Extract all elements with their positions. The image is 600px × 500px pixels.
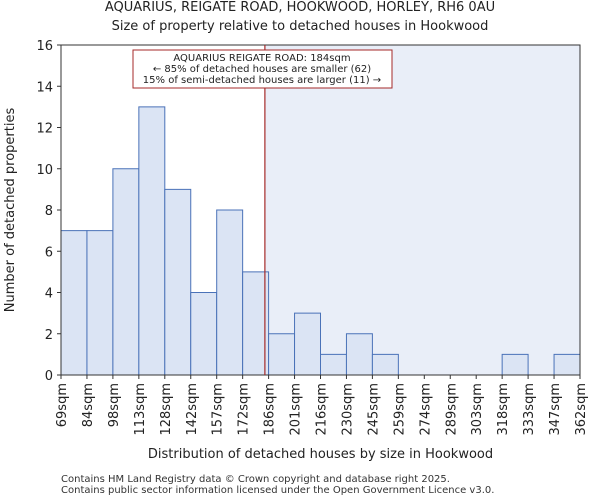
- bar-216sqm: [320, 353, 347, 376]
- x-ticks-group: 69sqm 84sqm 98sqm 113sqm 128sqm 142sqm 157sqm 1…: [55, 375, 589, 436]
- x-tick-label: 333sqm: [522, 383, 537, 436]
- chart-title: AQUARIUS, REIGATE ROAD, HOOKWOOD, HORLEY…: [104, 0, 496, 15]
- y-axis-label: Number of detached properties: [3, 108, 18, 313]
- footer-line-1: Contains HM Land Registry data © Crown c…: [61, 474, 450, 485]
- bar-201sqm: [294, 312, 321, 376]
- bar-128sqm: [164, 188, 192, 376]
- y-tick-label: 12: [36, 122, 53, 137]
- y-tick-label: 4: [45, 287, 53, 302]
- x-axis-label: Distribution of detached houses by size …: [148, 447, 493, 462]
- x-tick-label: 289sqm: [444, 383, 459, 436]
- bar-230sqm: [345, 333, 373, 376]
- x-tick-label: 128sqm: [159, 383, 174, 436]
- x-tick-label: 98sqm: [107, 383, 122, 427]
- bar-157sqm: [216, 209, 244, 376]
- y-ticks-group: 0 2 4 6 8 10 12 14 16: [36, 39, 61, 384]
- y-tick-label: 16: [36, 39, 53, 54]
- x-tick-label: 216sqm: [315, 383, 330, 436]
- x-tick-label: 157sqm: [211, 383, 226, 436]
- x-tick-label: 113sqm: [133, 383, 148, 436]
- chart-subtitle: Size of property relative to detached ho…: [111, 19, 489, 34]
- bar-186sqm: [268, 333, 296, 376]
- plot-border: [60, 44, 581, 376]
- x-tick-label: 274sqm: [418, 383, 433, 436]
- y-tick-label: 10: [36, 163, 53, 178]
- x-tick-label: 201sqm: [289, 383, 304, 436]
- annotation-line-2: ← 85% of detached houses are smaller (62…: [153, 64, 371, 75]
- y-tick-label: 14: [36, 80, 53, 95]
- x-tick-label: 142sqm: [185, 383, 200, 436]
- y-tick-label: 2: [45, 328, 53, 343]
- x-tick-label: 172sqm: [237, 383, 252, 436]
- y-tick-label: 8: [45, 204, 53, 219]
- bar-318sqm: [501, 353, 529, 376]
- x-tick-label: 347sqm: [548, 383, 563, 436]
- bar-98sqm: [112, 168, 140, 376]
- bar-142sqm: [190, 292, 218, 376]
- bar-113sqm: [138, 106, 166, 376]
- bar-347sqm: [553, 353, 581, 376]
- x-tick-label: 186sqm: [263, 383, 278, 436]
- bar-84sqm: [86, 230, 114, 376]
- annotation-box: [132, 49, 393, 89]
- x-tick-label: 362sqm: [574, 383, 589, 436]
- x-tick-label: 259sqm: [392, 383, 407, 436]
- y-tick-label: 6: [45, 245, 53, 260]
- annotation-line-3: 15% of semi-detached houses are larger (…: [143, 75, 381, 86]
- footer-line-2: Contains public sector information licen…: [61, 485, 495, 496]
- annotation-line-1: AQUARIUS REIGATE ROAD: 184sqm: [173, 53, 350, 64]
- bar-69sqm: [60, 230, 88, 376]
- x-tick-label: 84sqm: [81, 383, 96, 427]
- x-tick-label: 230sqm: [340, 383, 355, 436]
- x-tick-label: 245sqm: [366, 383, 381, 436]
- y-tick-label: 0: [45, 369, 53, 384]
- bars-group: [60, 106, 581, 376]
- x-tick-label: 303sqm: [470, 383, 485, 436]
- x-tick-label: 318sqm: [496, 383, 511, 436]
- x-tick-label: 69sqm: [55, 383, 70, 427]
- bar-245sqm: [371, 353, 399, 376]
